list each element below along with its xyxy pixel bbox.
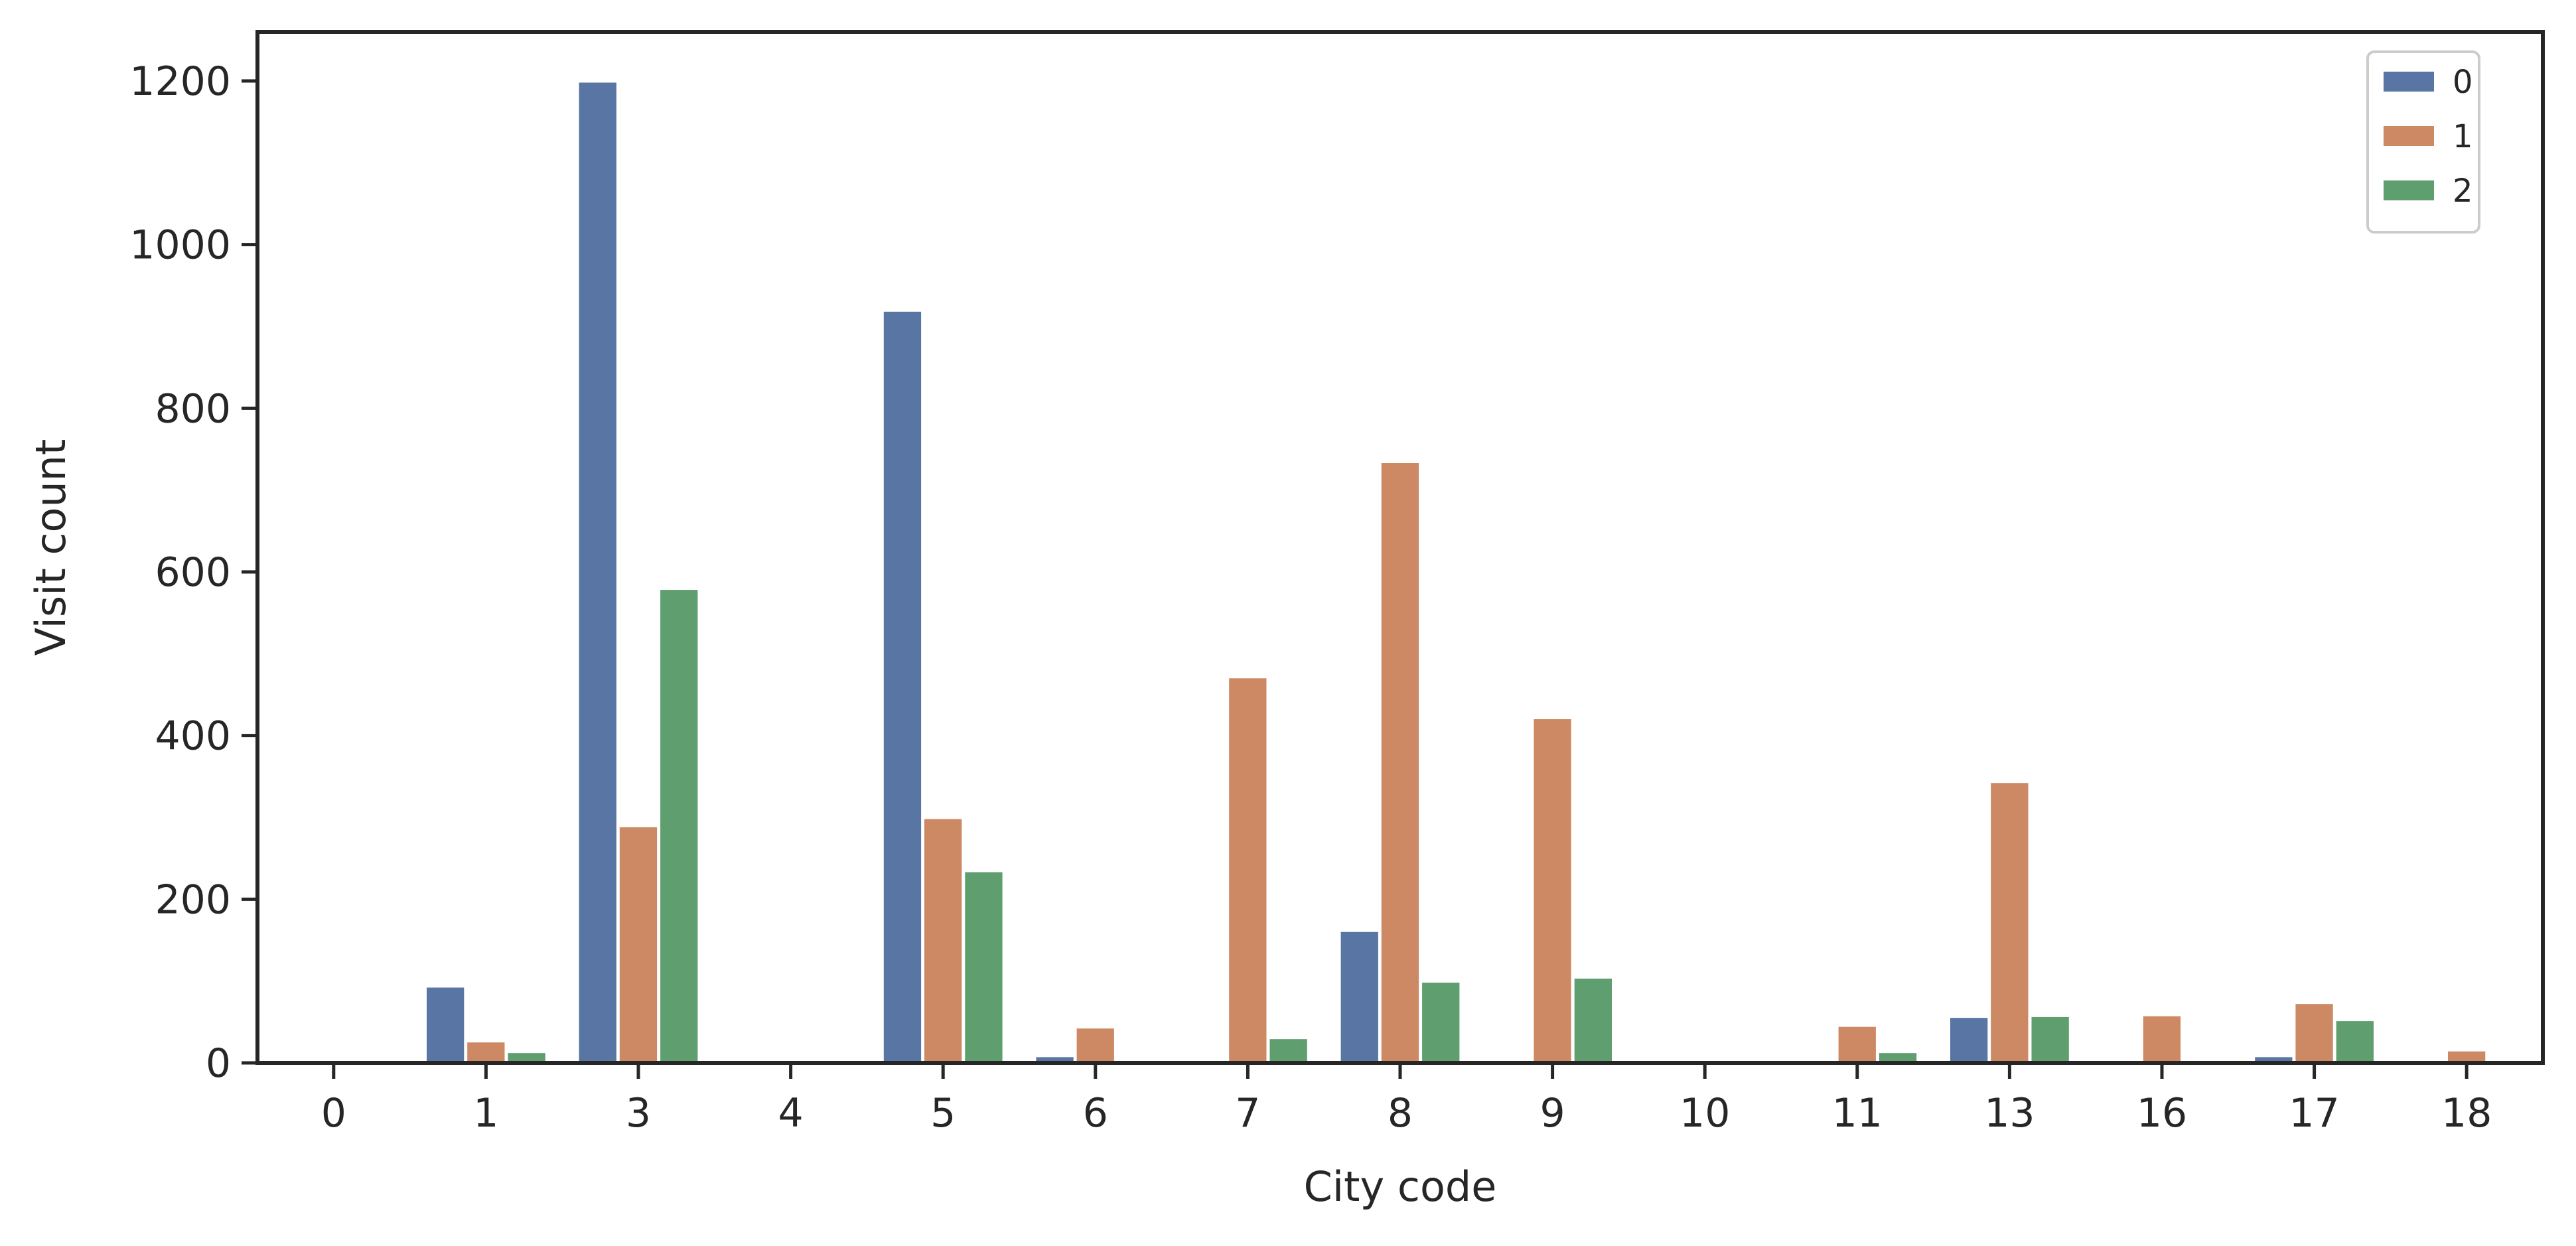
bar-series-2-city-3: [660, 590, 698, 1063]
x-tick-label: 8: [1388, 1090, 1413, 1137]
x-tick-label: 13: [1984, 1090, 2035, 1137]
x-tick-label: 1: [473, 1090, 498, 1137]
bar-series-1-city-1: [467, 1042, 505, 1063]
bar-series-1-city-11: [1838, 1026, 1876, 1063]
x-tick-label: 17: [2289, 1090, 2339, 1137]
bar-series-2-city-9: [1574, 979, 1612, 1063]
bar-series-0-city-8: [1340, 932, 1378, 1063]
bar-series-1-city-5: [924, 819, 962, 1063]
bar-series-2-city-7: [1269, 1039, 1307, 1063]
bar-series-1-city-13: [1991, 783, 2029, 1063]
y-axis-label: Visit count: [27, 439, 75, 656]
y-tick-label: 1000: [129, 222, 231, 269]
legend: 0 1 2: [2366, 50, 2480, 234]
bar-series-2-city-11: [1879, 1053, 1917, 1063]
x-tick-label: 5: [930, 1090, 956, 1137]
x-tick-label: 16: [2137, 1090, 2187, 1137]
legend-label-0: 0: [2453, 64, 2473, 101]
x-axis: 0 1 3 4 5 6 7 8 9 10 11 13 16 17 18: [321, 1063, 2492, 1137]
y-tick-label: 800: [155, 385, 231, 432]
bar-series-1-city-3: [619, 827, 658, 1063]
x-tick-label: 6: [1083, 1090, 1108, 1137]
bars-group: [427, 82, 2486, 1063]
bar-series-1-city-18: [2448, 1051, 2486, 1063]
legend-swatch-0: [2384, 72, 2434, 92]
legend-swatch-2: [2384, 180, 2434, 200]
bar-series-2-city-17: [2336, 1021, 2374, 1063]
bar-series-1-city-6: [1076, 1028, 1114, 1063]
bar-series-0-city-5: [883, 311, 922, 1063]
y-tick-label: 400: [155, 713, 231, 760]
x-tick-label: 3: [626, 1090, 651, 1137]
x-tick-label: 7: [1235, 1090, 1260, 1137]
y-tick-label: 600: [155, 549, 231, 596]
bar-series-2-city-8: [1422, 983, 1460, 1063]
bar-series-0-city-3: [579, 82, 616, 1063]
bar-series-2-city-1: [508, 1053, 545, 1063]
bar-series-0-city-13: [1950, 1018, 1988, 1063]
y-tick-label: 0: [206, 1040, 231, 1087]
bar-series-1-city-7: [1229, 678, 1267, 1063]
x-tick-label: 11: [1832, 1090, 1883, 1137]
legend-label-1: 1: [2453, 118, 2473, 155]
bar-series-2-city-5: [965, 872, 1003, 1063]
bar-series-1-city-8: [1381, 463, 1419, 1063]
bar-series-0-city-1: [427, 987, 465, 1063]
bar-series-1-city-17: [2295, 1004, 2333, 1063]
y-axis: 0 200 400 600 800 1000 1200: [129, 58, 257, 1087]
x-tick-label: 18: [2441, 1090, 2492, 1137]
bar-series-1-city-9: [1534, 719, 1571, 1063]
legend-label-2: 2: [2453, 173, 2473, 210]
x-tick-label: 4: [778, 1090, 804, 1137]
x-axis-label: City code: [1304, 1162, 1497, 1211]
bar-series-0-city-17: [2255, 1057, 2293, 1063]
y-tick-label: 1200: [129, 58, 231, 105]
x-tick-label: 9: [1540, 1090, 1565, 1137]
bar-series-0-city-6: [1036, 1057, 1074, 1063]
x-tick-label: 0: [321, 1090, 346, 1137]
bar-series-1-city-16: [2143, 1016, 2181, 1063]
y-tick-label: 200: [155, 876, 231, 923]
bar-series-2-city-13: [2031, 1016, 2069, 1063]
x-tick-label: 10: [1680, 1090, 1730, 1137]
legend-swatch-1: [2384, 126, 2434, 146]
